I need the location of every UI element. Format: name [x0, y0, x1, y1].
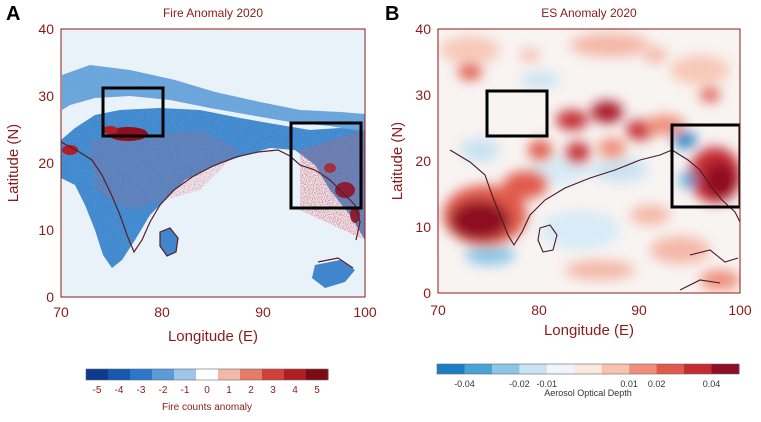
panel-a-ytick-40: 40	[38, 21, 54, 37]
panel-b-map	[438, 29, 740, 293]
panel-a-colorbar-cell	[284, 369, 307, 380]
panel-a-ytick-30: 30	[38, 88, 54, 104]
panel-a-colorbar-cell	[152, 369, 175, 380]
panel-a-xticks: 70 80 90 100	[53, 304, 377, 320]
panel-b-colorbar-tick: 0.02	[648, 379, 666, 389]
panel-b-title: ES Anomaly 2020	[541, 6, 637, 20]
panel-b-ytick-40: 40	[415, 21, 431, 37]
panel-b-ytick-30: 30	[415, 87, 431, 103]
panel-b-colorbar-cell	[464, 364, 493, 374]
panel-a-xtick-70: 70	[53, 304, 69, 320]
panel-b-box-2	[670, 123, 740, 209]
panel-a-colorbar-tick: -4	[115, 385, 124, 396]
panel-b-colorbar-cell	[684, 364, 713, 374]
panel-a-colorbar-tick: -5	[93, 385, 102, 396]
panel-a-box-1	[101, 86, 165, 138]
panel-b-xtick-80: 80	[531, 302, 547, 318]
panel-b-letter: B	[385, 3, 399, 25]
panel-a-colorbar-cell	[108, 369, 131, 380]
panel-a-colorbar-cell	[86, 369, 109, 380]
panel-a-colorbar-tick: 2	[248, 385, 254, 396]
panel-a-colorbar-tick: -1	[181, 385, 190, 396]
panel-a-xlabel: Longitude (E)	[168, 328, 258, 345]
panel-a-colorbar-label: Fire counts anomaly	[162, 402, 252, 413]
panel-b-colorbar-tick: 0.01	[620, 379, 638, 389]
panel-a-colorbar-frame	[85, 368, 329, 381]
panel-b-colorbar-tick: -0.04	[454, 379, 475, 389]
panel-b-colorbar-cell	[437, 364, 465, 374]
panel-a-ytick-20: 20	[38, 155, 54, 171]
panel-a-frame	[60, 28, 366, 298]
panel-b-colorbar-cell	[546, 364, 575, 374]
panel-b-yticks: 0 10 20 30 40	[415, 21, 431, 301]
panel-b-colorbar-tick: 0.04	[703, 379, 721, 389]
panel-b-colorbar-tick: -0.01	[537, 379, 558, 389]
panel-a-colorbar-tick: 3	[270, 385, 276, 396]
panel-a-colorbar-cell	[262, 369, 285, 380]
panel-a-colorbar-cell	[196, 369, 219, 380]
panel-b-xtick-100: 100	[728, 302, 752, 318]
panel-a-letter: A	[6, 3, 20, 25]
panel-b-colorbar-cell	[629, 364, 658, 374]
panel-b-box-1	[485, 89, 549, 138]
panel-b-frame	[437, 28, 741, 294]
panel-a-xtick-90: 90	[255, 304, 271, 320]
panel-a-colorbar: -5 -4 -3 -2 -1 0 1 2 3 4 5 Fire counts anomaly	[85, 368, 329, 413]
panel-b-coastline	[449, 149, 740, 291]
panel-b-colorbar: -0.04 -0.02 -0.01 0.01 0.02 0.04 Aerosol Opti…	[436, 363, 740, 398]
panel-b-colorbar-ticks: -0.04 -0.02 -0.01 0.01 0.02 0.04	[454, 379, 720, 389]
panel-b-colorbar-cell	[519, 364, 548, 374]
panel-a-box-2	[289, 121, 363, 210]
panel-a-land	[61, 65, 365, 288]
panel-b-colorbar-cell	[491, 364, 520, 374]
panel-a-colorbar-cell	[306, 369, 329, 380]
panel-a-colorbar-cell	[130, 369, 153, 380]
panel-a-yticks: 0 10 20 30 40	[38, 21, 54, 305]
panel-a-ylabel: Latitude (N)	[5, 124, 22, 202]
panel-a-colorbar-cells	[86, 369, 329, 380]
panel-b-xtick-70: 70	[430, 302, 446, 318]
panel-b-colorbar-label: Aerosol Optical Depth	[544, 388, 632, 398]
panel-a-colorbar-tick: -2	[159, 385, 168, 396]
panel-b-colorbar-cell	[711, 364, 740, 374]
panel-b-colorbar-cell	[574, 364, 603, 374]
panel-a-boxes	[101, 86, 363, 210]
panel-a-ytick-0: 0	[46, 289, 54, 305]
panel-a-xtick-100: 100	[353, 304, 377, 320]
panel-a-colorbar-cell	[174, 369, 197, 380]
panel-a-colorbar-tick: 4	[292, 385, 298, 396]
panel-a-colorbar-cell	[218, 369, 241, 380]
panel-a-map	[61, 29, 365, 297]
panel-b-ytick-10: 10	[415, 219, 431, 235]
panel-b-ytick-0: 0	[423, 285, 431, 301]
panel-a-colorbar-cell	[240, 369, 263, 380]
panel-a-ytick-10: 10	[38, 222, 54, 238]
panel-a-coastline	[61, 141, 361, 269]
panel-a-title: Fire Anomaly 2020	[163, 6, 263, 20]
panel-a-colorbar-tick: 1	[226, 385, 232, 396]
panel-b-colorbar-cells	[437, 364, 740, 374]
panel-b-ylabel: Latitude (N)	[389, 122, 406, 200]
panel-b-colorbar-cell	[601, 364, 630, 374]
panel-a-xtick-80: 80	[154, 304, 170, 320]
panel-b-xlabel: Longitude (E)	[544, 322, 634, 339]
panel-b-xtick-90: 90	[631, 302, 647, 318]
panel-b-xticks: 70 80 90 100	[430, 302, 752, 318]
panel-b-field	[440, 33, 740, 290]
panel-b-colorbar-frame	[436, 363, 740, 375]
panel-a-colorbar-tick: -3	[137, 385, 146, 396]
panel-a-colorbar-tick: 0	[204, 385, 210, 396]
panel-b-colorbar-tick: -0.02	[509, 379, 530, 389]
panel-b-ytick-20: 20	[415, 153, 431, 169]
panel-b-colorbar-cell	[656, 364, 685, 374]
panel-a-colorbar-ticks: -5 -4 -3 -2 -1 0 1 2 3 4 5	[93, 385, 321, 396]
panel-a-colorbar-tick: 5	[314, 385, 320, 396]
panel-b-boxes	[485, 89, 740, 209]
